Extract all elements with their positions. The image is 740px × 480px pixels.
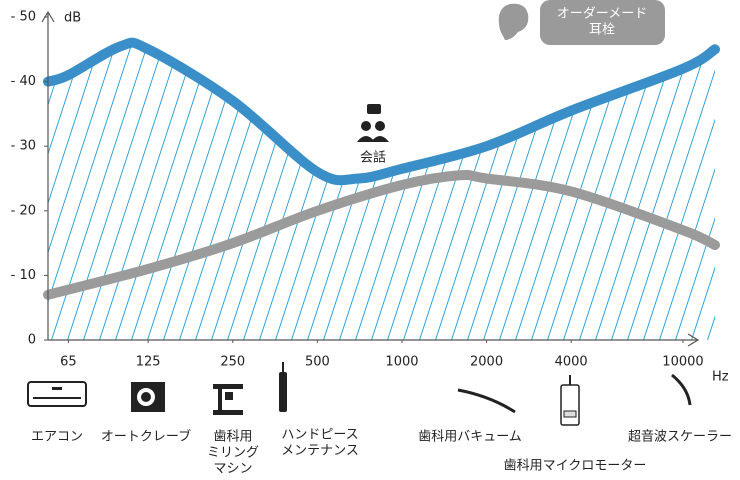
annotation: 超音波スケーラー bbox=[628, 429, 732, 445]
annotation: 歯科用 bbox=[213, 430, 252, 445]
annotation: メンテナンス bbox=[281, 444, 359, 459]
x-arrow bbox=[687, 333, 700, 347]
y-tick-label: 0 bbox=[28, 333, 36, 348]
x-tick-label: 2000 bbox=[470, 355, 503, 370]
y-tick-label: - 50 bbox=[11, 10, 36, 25]
series-line bbox=[43, 169, 720, 300]
y-tick-label: - 40 bbox=[11, 74, 36, 89]
x-tick-label: 250 bbox=[220, 355, 245, 370]
y-tick-label: - 20 bbox=[11, 203, 36, 218]
annotation: ハンドピース bbox=[281, 428, 358, 443]
x-tick-label: 1000 bbox=[385, 355, 418, 370]
talk-icon bbox=[357, 104, 389, 142]
plot-area bbox=[43, 37, 720, 341]
annotation: オーダーメード bbox=[557, 7, 647, 22]
annotation: エアコン bbox=[31, 430, 83, 445]
ear-icon bbox=[498, 3, 529, 40]
y-tick-label: - 10 bbox=[11, 268, 36, 283]
annotation: ミリング bbox=[207, 446, 259, 461]
handpiece-icon bbox=[279, 362, 287, 412]
scaler-icon bbox=[671, 373, 692, 406]
x-tick-label: 4000 bbox=[555, 355, 588, 370]
annotation: 歯科用バキューム bbox=[418, 430, 522, 445]
x-tick-label: 500 bbox=[305, 355, 330, 370]
annotation: マシン bbox=[213, 462, 252, 477]
annotation: 会話 bbox=[360, 150, 386, 166]
annotation: 耳栓 bbox=[589, 23, 615, 38]
y-tick-label: - 30 bbox=[11, 139, 36, 154]
x-tick-label: 65 bbox=[60, 355, 77, 370]
x-tick-label: 10000 bbox=[662, 355, 703, 370]
milling-icon bbox=[213, 384, 243, 415]
motor-icon bbox=[560, 375, 580, 426]
x-tick-label: 125 bbox=[136, 355, 161, 370]
annotation: オートクレーブ bbox=[101, 429, 191, 445]
series-line bbox=[43, 37, 720, 186]
autoclave-icon bbox=[131, 382, 165, 412]
x-axis-label: Hz bbox=[712, 370, 729, 385]
y-axis-label: dB bbox=[64, 11, 81, 26]
annotation: 歯科用マイクロモーター bbox=[504, 459, 647, 474]
y-arrow bbox=[41, 10, 55, 23]
aircon-icon bbox=[27, 381, 87, 407]
badge bbox=[540, 0, 665, 45]
vacuum-icon bbox=[457, 388, 516, 414]
